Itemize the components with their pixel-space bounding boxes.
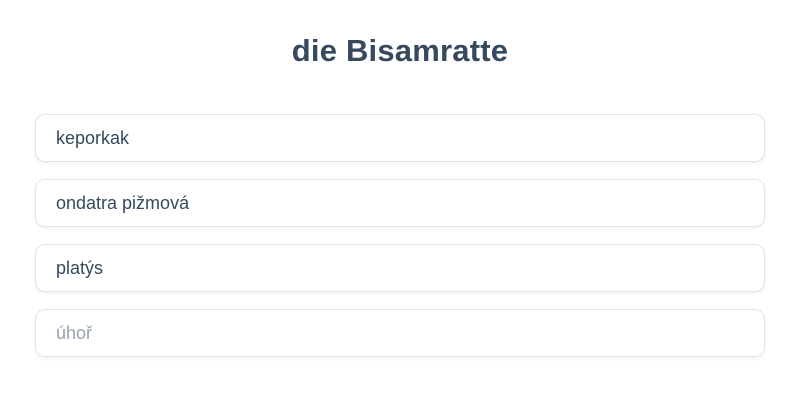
answer-option-label: úhoř (56, 322, 93, 343)
quiz-page: die Bisamratte keporkak ondatra pižmová … (0, 33, 800, 400)
answer-option-1[interactable]: keporkak (35, 114, 765, 162)
answer-option-label: keporkak (56, 127, 130, 148)
answer-option-label: ondatra pižmová (56, 192, 190, 213)
answer-options-list: keporkak ondatra pižmová platýs úhoř (35, 114, 765, 357)
page-title: die Bisamratte (291, 33, 509, 68)
answer-option-4[interactable]: úhoř (35, 309, 765, 357)
answer-option-label: platýs (56, 257, 104, 278)
answer-option-3[interactable]: platýs (35, 244, 765, 292)
answer-option-2[interactable]: ondatra pižmová (35, 179, 765, 227)
